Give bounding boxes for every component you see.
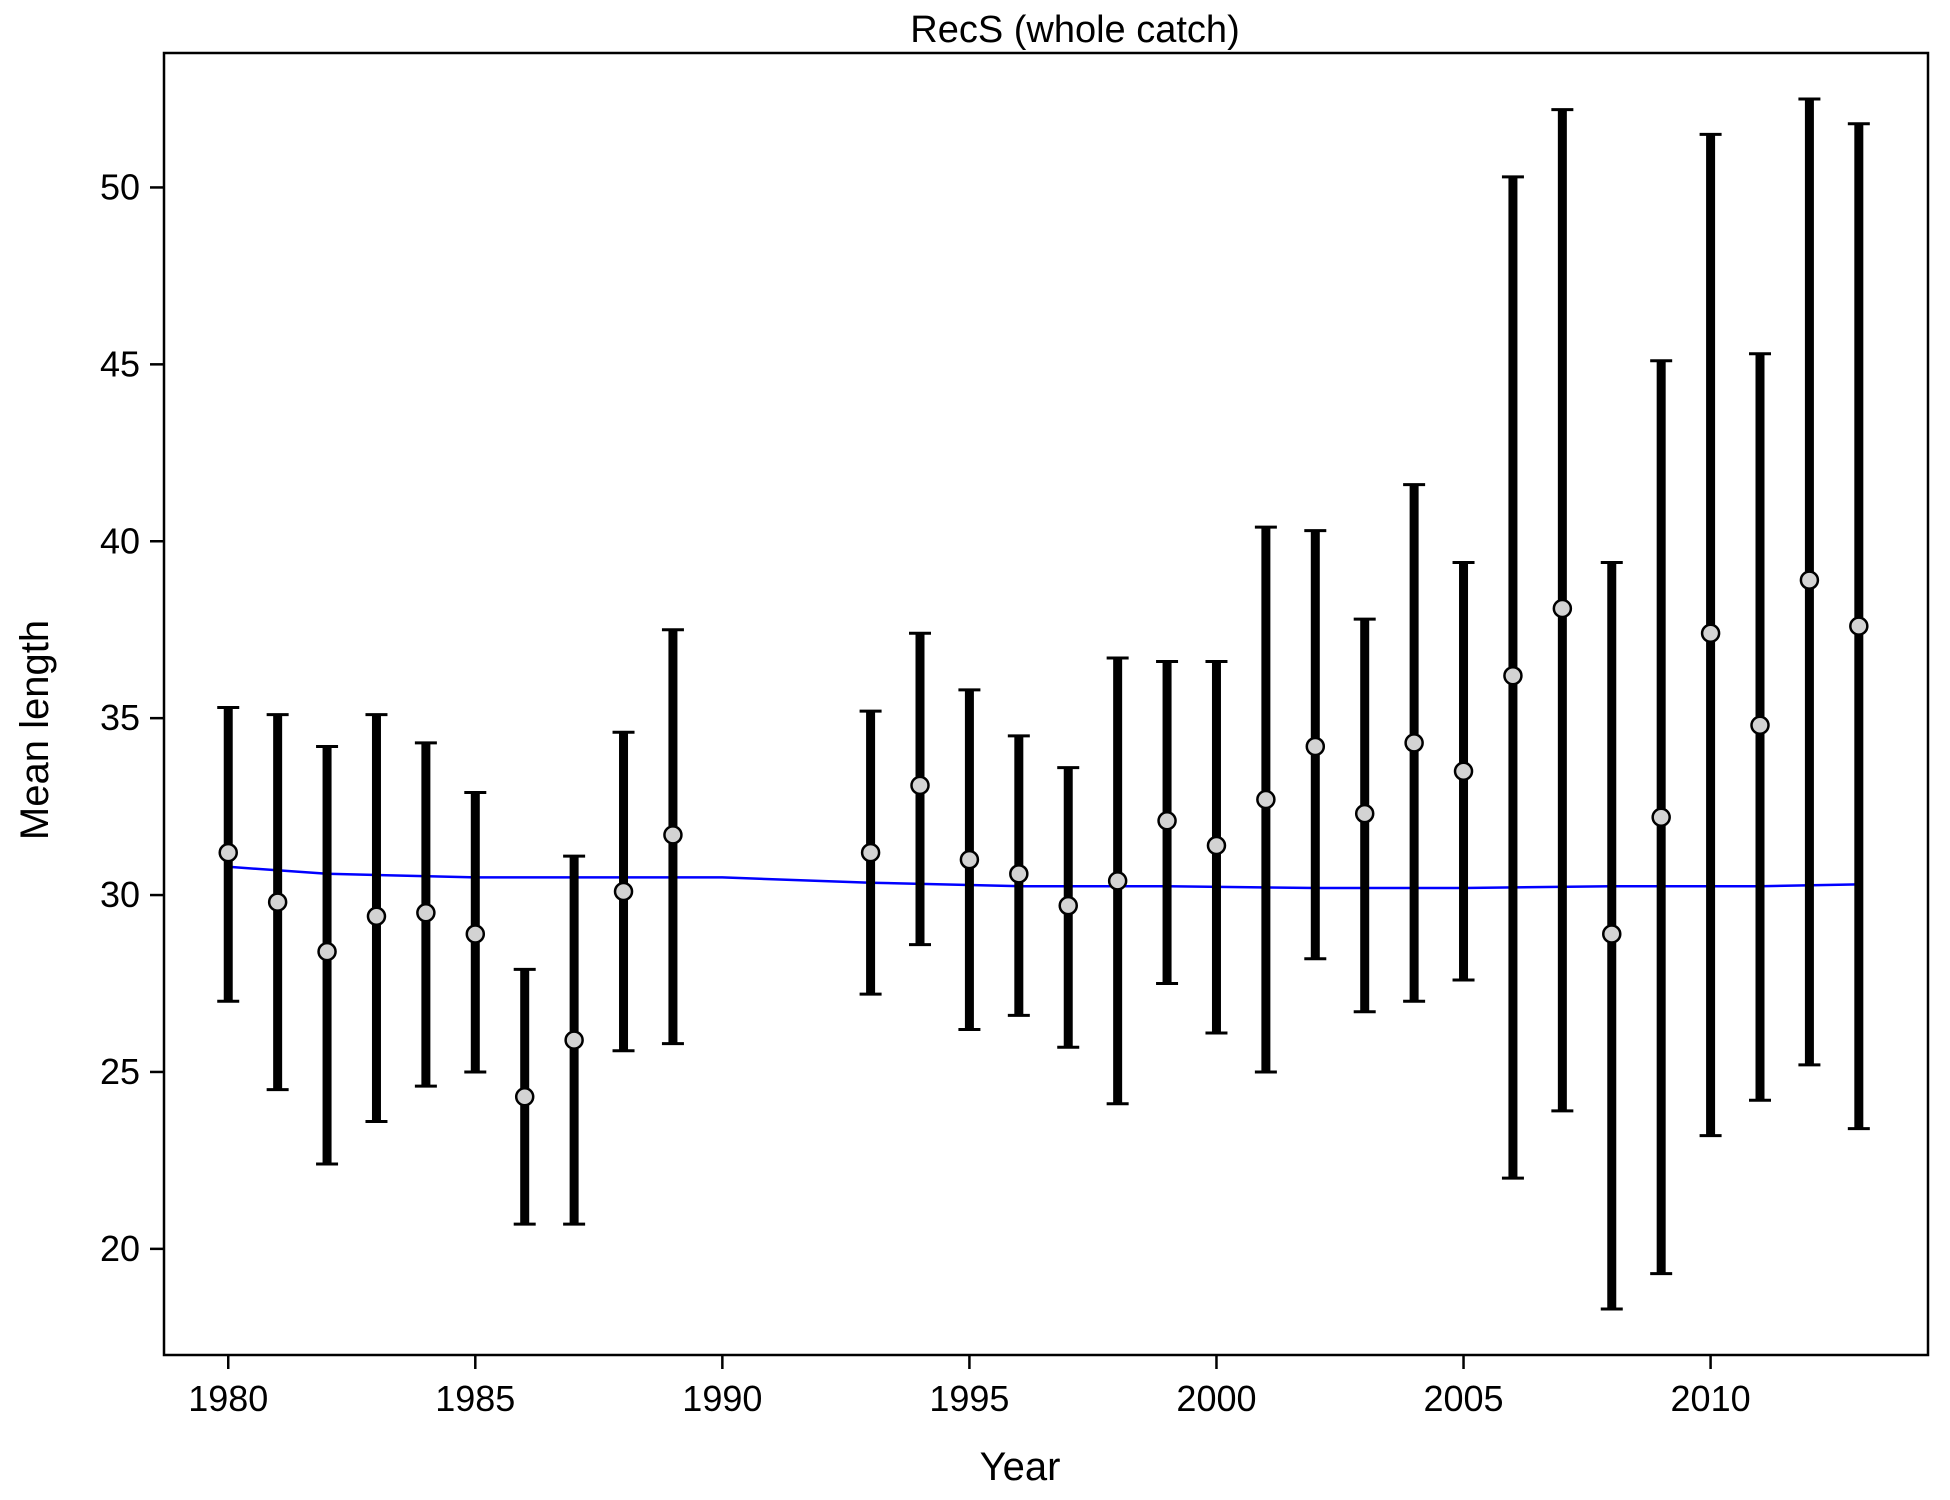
data-point-1993	[860, 842, 881, 863]
data-point-1997	[1058, 895, 1078, 916]
x-axis: 1980 1985 1990 1995 2000 2005 2010	[188, 1355, 1751, 1419]
error-bars-layer	[217, 97, 1870, 1311]
y-tick-label-50: 50	[100, 166, 140, 207]
x-tick-label-2010: 2010	[1671, 1378, 1751, 1419]
data-point-1980	[218, 842, 238, 863]
y-tick-label-35: 35	[100, 697, 140, 738]
data-point-2009	[1651, 807, 1671, 827]
x-tick-label-2005: 2005	[1423, 1378, 1503, 1419]
data-point-2010	[1700, 623, 1721, 643]
x-tick-label-2000: 2000	[1176, 1378, 1256, 1419]
x-tick-label-1980: 1980	[188, 1378, 268, 1419]
data-point-2002	[1305, 736, 1326, 757]
data-point-2007	[1552, 598, 1573, 619]
data-point-1984	[416, 902, 436, 923]
y-tick-label-25: 25	[100, 1051, 140, 1092]
data-point-1982	[317, 941, 337, 962]
data-point-1988	[613, 881, 634, 902]
data-point-1994	[910, 775, 930, 796]
y-tick-label-45: 45	[100, 343, 140, 384]
plot-frame	[162, 51, 1930, 1357]
data-point-2001	[1256, 789, 1276, 810]
data-point-2004	[1404, 733, 1424, 753]
data-point-1999	[1157, 811, 1177, 831]
data-point-2011	[1750, 715, 1770, 735]
y-axis-title: Mean length	[13, 620, 57, 840]
y-tick-label-20: 20	[100, 1228, 140, 1269]
y-tick-label-40: 40	[100, 520, 140, 561]
data-point-1983	[366, 906, 387, 927]
data-point-2005	[1453, 761, 1474, 781]
data-point-2008	[1602, 924, 1622, 944]
data-point-1981	[267, 892, 288, 912]
data-point-2000	[1206, 835, 1227, 856]
x-tick-label-1985: 1985	[435, 1378, 515, 1419]
data-point-1985	[465, 924, 486, 944]
data-point-2006	[1503, 665, 1523, 686]
data-point-1998	[1107, 871, 1128, 891]
x-tick-label-1990: 1990	[682, 1378, 762, 1419]
y-axis: 20 25 30 35 40 45 50	[100, 166, 164, 1269]
data-point-1986	[514, 1086, 535, 1107]
data-point-1996	[1009, 864, 1029, 884]
points-layer	[218, 570, 1869, 1107]
data-point-1989	[663, 825, 683, 845]
data-point-2003	[1354, 803, 1375, 824]
data-point-1987	[564, 1030, 584, 1050]
x-axis-title: Year	[980, 1445, 1061, 1489]
data-point-2013	[1849, 616, 1869, 636]
y-tick-label-30: 30	[100, 874, 140, 915]
data-point-1995	[959, 849, 980, 870]
chart-title: RecS (whole catch)	[910, 9, 1239, 51]
x-tick-label-1995: 1995	[929, 1378, 1009, 1419]
data-point-2012	[1799, 570, 1820, 590]
